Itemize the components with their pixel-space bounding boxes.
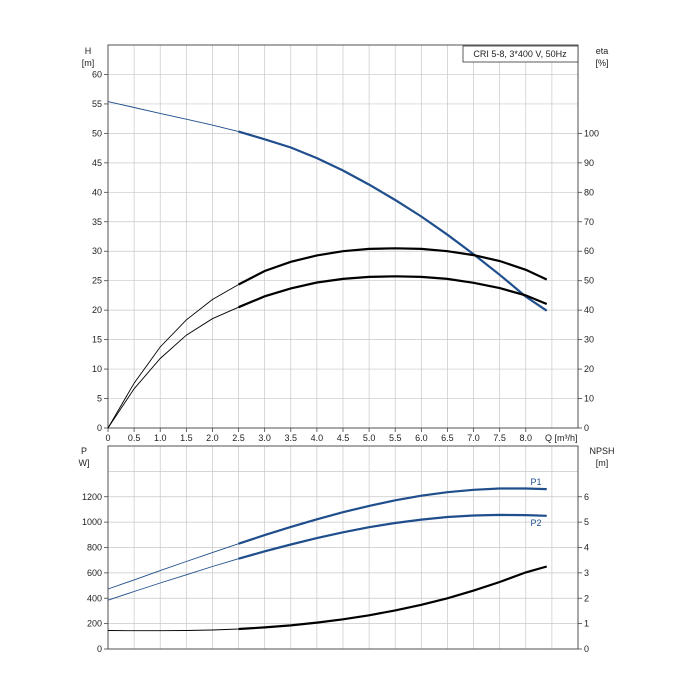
x-tick-label: 6.0 xyxy=(415,433,428,443)
x-tick-label: 1.0 xyxy=(154,433,167,443)
series-label-p2: P2 xyxy=(530,518,541,528)
top-left-tick-label: 60 xyxy=(92,69,102,79)
top-right-tick-label: 30 xyxy=(584,335,594,345)
bottom-series-0-line xyxy=(107,488,547,590)
top-series-2-duty-line xyxy=(238,275,548,309)
top-right-tick-label: 50 xyxy=(584,276,594,286)
bottom-series-2-duty-line xyxy=(238,565,547,631)
top-eta-unit: [%] xyxy=(595,58,608,68)
x-tick-label: 3.5 xyxy=(285,433,298,443)
top-left-tick-label: 45 xyxy=(92,158,102,168)
top-h-label: H xyxy=(85,46,92,56)
bottom-left-tick-label: 600 xyxy=(87,568,102,578)
x-tick-label: 0.5 xyxy=(128,433,141,443)
top-left-tick-label: 25 xyxy=(92,276,102,286)
bottom-right-tick-label: 3 xyxy=(584,568,589,578)
bottom-right-tick-label: 5 xyxy=(584,517,589,527)
x-tick-label: 5.0 xyxy=(363,433,376,443)
top-left-tick-label: 5 xyxy=(97,394,102,404)
x-tick-label: 7.5 xyxy=(493,433,506,443)
top-right-tick-label: 80 xyxy=(584,187,594,197)
x-tick-label: 8.0 xyxy=(520,433,533,443)
x-tick-label: 2.5 xyxy=(232,433,245,443)
bottom-npsh-unit: [m] xyxy=(596,458,609,468)
top-series-0-duty-line xyxy=(238,130,548,312)
top-left-tick-label: 10 xyxy=(92,364,102,374)
bottom-right-tick-label: 1 xyxy=(584,619,589,629)
bottom-left-tick-label: 800 xyxy=(87,543,102,553)
x-tick-label: 7.0 xyxy=(467,433,480,443)
x-tick-label: 6.5 xyxy=(441,433,454,443)
title-box-border xyxy=(462,45,579,63)
x-tick-label: 1.5 xyxy=(180,433,193,443)
top-right-tick-label: 100 xyxy=(584,128,599,138)
bottom-left-tick-label: 400 xyxy=(87,593,102,603)
top-left-tick-label: 0 xyxy=(97,423,102,433)
top-left-tick-label: 40 xyxy=(92,187,102,197)
top-left-tick-label: 35 xyxy=(92,217,102,227)
top-right-tick-label: 0 xyxy=(584,423,589,433)
top-h-unit: [m] xyxy=(82,58,95,68)
bottom-series-1-duty-line xyxy=(238,513,547,560)
x-tick-label: 4.0 xyxy=(311,433,324,443)
top-series-1-duty-line xyxy=(238,247,548,286)
bottom-left-tick-label: 200 xyxy=(87,619,102,629)
bottom-right-tick-label: 6 xyxy=(584,492,589,502)
bottom-p-label: P xyxy=(81,446,87,456)
top-series-2-line xyxy=(107,275,547,429)
bottom-series-0-duty-line xyxy=(238,487,547,545)
top-eta-label: eta xyxy=(596,46,609,56)
bottom-right-tick-label: 2 xyxy=(584,593,589,603)
bottom-npsh-label: NPSH xyxy=(589,446,614,456)
x-tick-label: 0 xyxy=(105,433,110,443)
bottom-left-tick-label: 0 xyxy=(97,644,102,654)
top-right-tick-label: 70 xyxy=(584,217,594,227)
x-tick-label: 5.5 xyxy=(389,433,402,443)
x-tick-label: 2.0 xyxy=(206,433,219,443)
bottom-left-tick-label: 1000 xyxy=(82,517,102,527)
bottom-right-tick-label: 4 xyxy=(584,543,589,553)
text-layer: H [m] eta [%] Q [m³/h] P W] NPSH [m] P1 … xyxy=(79,46,615,654)
top-left-tick-label: 50 xyxy=(92,128,102,138)
top-right-tick-label: 40 xyxy=(584,305,594,315)
x-tick-label: 4.5 xyxy=(337,433,350,443)
top-left-tick-label: 20 xyxy=(92,305,102,315)
x-axis-label: Q [m³/h] xyxy=(545,433,578,443)
chart-title: CRI 5-8, 3*400 V, 50Hz xyxy=(473,49,567,59)
top-left-tick-label: 15 xyxy=(92,335,102,345)
top-series-0-line xyxy=(107,101,547,312)
bottom-right-tick-label: 0 xyxy=(584,644,589,654)
top-left-tick-label: 30 xyxy=(92,246,102,256)
curve-layer xyxy=(107,101,548,632)
bottom-p-unit: W] xyxy=(79,458,90,468)
top-right-tick-label: 60 xyxy=(584,246,594,256)
top-right-tick-label: 90 xyxy=(584,158,594,168)
x-tick-label: 3.0 xyxy=(258,433,271,443)
grid-layer xyxy=(104,44,582,650)
top-left-tick-label: 55 xyxy=(92,99,102,109)
top-right-tick-label: 10 xyxy=(584,394,594,404)
top-series-1-line xyxy=(107,247,547,429)
series-label-p1: P1 xyxy=(530,477,541,487)
bottom-left-tick-label: 1200 xyxy=(82,492,102,502)
top-right-tick-label: 20 xyxy=(584,364,594,374)
chart-title-box: CRI 5-8, 3*400 V, 50Hz xyxy=(462,45,579,63)
